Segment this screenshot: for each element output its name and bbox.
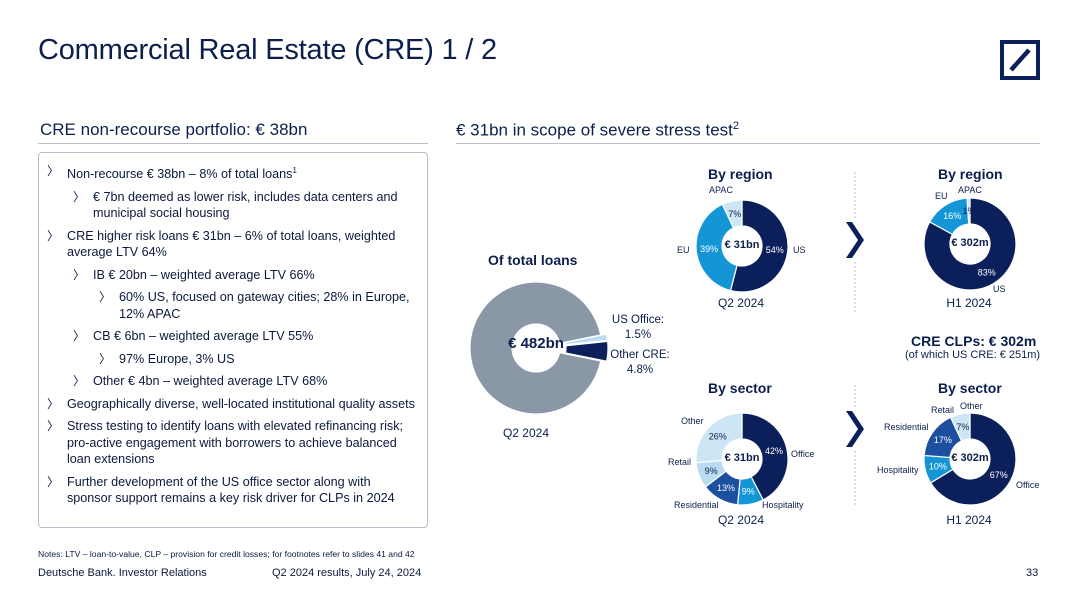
region_h1-slice-apac — [966, 197, 971, 225]
total-loans-caption: Q2 2024 — [502, 426, 550, 440]
region_q2-slice-us — [729, 199, 789, 293]
bullet-item: CB € 6bn – weighted average LTV 55% — [73, 328, 417, 345]
sector_h1-pct-hospitality: 10% — [929, 462, 947, 472]
sector-q2-caption: Q2 2024 — [717, 513, 765, 527]
sector_q2-slice-office — [741, 412, 789, 501]
region-h1-apac-name: APAC — [958, 185, 982, 195]
region_q2-slice-apac — [721, 199, 743, 229]
region_h1-pct-apac: 1% — [962, 206, 975, 216]
sector_h1-pct-other: 7% — [956, 422, 969, 432]
clp-subtitle: (of which US CRE: € 251m) — [905, 349, 1041, 361]
sector-q2-retail-name: Retail — [668, 457, 692, 467]
other-cre-label: Other CRE: 4.8% — [610, 349, 670, 376]
region_h1-slice-us — [923, 197, 1017, 291]
region-h1-caption: H1 2024 — [946, 296, 992, 310]
total-loans-donut — [469, 281, 609, 415]
footer-company: Deutsche Bank. Investor Relations — [38, 567, 207, 579]
bullet-item: € 7bn deemed as lower risk, includes dat… — [73, 189, 417, 222]
total-slice-us-office — [564, 333, 609, 346]
sector-arrow-icon — [846, 385, 864, 507]
left-heading-rule — [38, 143, 428, 144]
sector_q2-pct-residential: 13% — [717, 483, 735, 493]
sector-q2-office-name: Office — [791, 449, 815, 459]
total-slice-rest — [469, 281, 602, 415]
region-q2-donut: 54% 39% 7% — [695, 199, 789, 293]
region-q2-caption: Q2 2024 — [717, 296, 765, 310]
bullet-item: CRE higher risk loans € 31bn – 6% of tot… — [47, 228, 417, 261]
sector_h1-slice-office — [929, 412, 1017, 506]
region-h1-title: By region — [938, 166, 1003, 182]
sector_q2-slice-other — [695, 412, 743, 464]
sector-h1-other-name: Other — [960, 401, 983, 411]
sector-h1-office-name: Office — [1016, 480, 1040, 490]
sector-h1-residential-name: Residential — [884, 422, 929, 432]
region_q2-pct-us: 54% — [766, 245, 784, 255]
region_h1-pct-us: 83% — [978, 267, 996, 277]
sector-q2-title: By sector — [708, 380, 772, 396]
region-h1-center: € 302m — [951, 237, 989, 249]
sector_q2-pct-office: 42% — [765, 446, 783, 456]
page-title: Commercial Real Estate (CRE) 1 / 2 — [38, 34, 497, 66]
bullet-item: Other € 4bn – weighted average LTV 68% — [73, 373, 417, 390]
region-q2-title: By region — [708, 166, 773, 182]
sector-q2-donut: 42% 9% 13% 9% 26% — [695, 412, 789, 506]
clp-title: CRE CLPs: € 302m — [911, 333, 1037, 349]
sector_q2-pct-hospitality: 9% — [742, 486, 755, 496]
sector-h1-center: € 302m — [951, 452, 989, 464]
sector-h1-title: By sector — [938, 380, 1002, 396]
bullet-list: Non-recourse € 38bn – 8% of total loans1… — [38, 152, 428, 528]
region-h1-eu-name: EU — [935, 191, 948, 201]
sector_q2-pct-other: 26% — [709, 432, 727, 442]
sector-h1-retail-name: Retail — [931, 405, 955, 415]
region-q2-apac-name: APAC — [709, 185, 733, 195]
left-section-heading: CRE non-recourse portfolio: € 38bn — [40, 120, 308, 139]
total-loans-title: Of total loans — [488, 252, 578, 268]
sector-h1-donut: 67%10%17%0%7% — [923, 412, 1017, 506]
bullet-item: Geographically diverse, well-located ins… — [47, 396, 417, 413]
sector_h1-slice-other — [949, 412, 971, 442]
bullet-item: IB € 20bn – weighted average LTV 66% — [73, 267, 417, 284]
sector-q2-center: € 31bn — [724, 452, 760, 464]
total-slice-other-cre — [564, 340, 609, 362]
sector-q2-other-name: Other — [681, 416, 704, 426]
region_q2-slice-eu — [695, 203, 738, 292]
sector-h1-caption: H1 2024 — [946, 513, 992, 527]
sector_h1-pct-residential: 17% — [934, 435, 952, 445]
right-section-heading: € 31bn in scope of severe stress test2 — [456, 120, 739, 140]
region-q2-center: € 31bn — [724, 239, 760, 251]
region_q2-pct-apac: 7% — [728, 209, 741, 219]
region_h1-pct-eu: 16% — [943, 211, 961, 221]
us-office-label: US Office: 1.5% — [611, 314, 665, 341]
bullet-item: Non-recourse € 38bn – 8% of total loans1 — [47, 163, 417, 183]
footer-event: Q2 2024 results, July 24, 2024 — [272, 567, 422, 579]
sector-h1-hospitality-name: Hospitality — [877, 465, 919, 475]
region-q2-eu-name: EU — [677, 245, 690, 255]
deutsche-bank-logo — [1000, 40, 1040, 80]
total-loans-center: € 482bn — [508, 335, 564, 352]
sector-q2-residential-name: Residential — [674, 500, 719, 510]
region-h1-donut: 83% 16%1% — [923, 197, 1017, 291]
region_q2-pct-eu: 39% — [700, 244, 718, 254]
bullet-item: Further development of the US office sec… — [47, 474, 417, 507]
footer-page-number: 33 — [1026, 567, 1039, 579]
sector_q2-pct-retail: 9% — [705, 466, 718, 476]
sector-q2-hospitality-name: Hospitality — [762, 500, 804, 510]
notes: Notes: LTV – loan-to-value, CLP – provis… — [38, 549, 415, 559]
right-heading-rule — [456, 143, 1040, 144]
region-q2-us-name: US — [793, 245, 806, 255]
region-h1-us-name: US — [993, 284, 1006, 294]
bullet-item: 97% Europe, 3% US — [99, 351, 417, 368]
bullet-item: 60% US, focused on gateway cities; 28% i… — [99, 289, 417, 322]
bullet-item: Stress testing to identify loans with el… — [47, 418, 417, 468]
region-arrow-icon — [846, 172, 864, 312]
sector_h1-pct-office: 67% — [990, 470, 1008, 480]
